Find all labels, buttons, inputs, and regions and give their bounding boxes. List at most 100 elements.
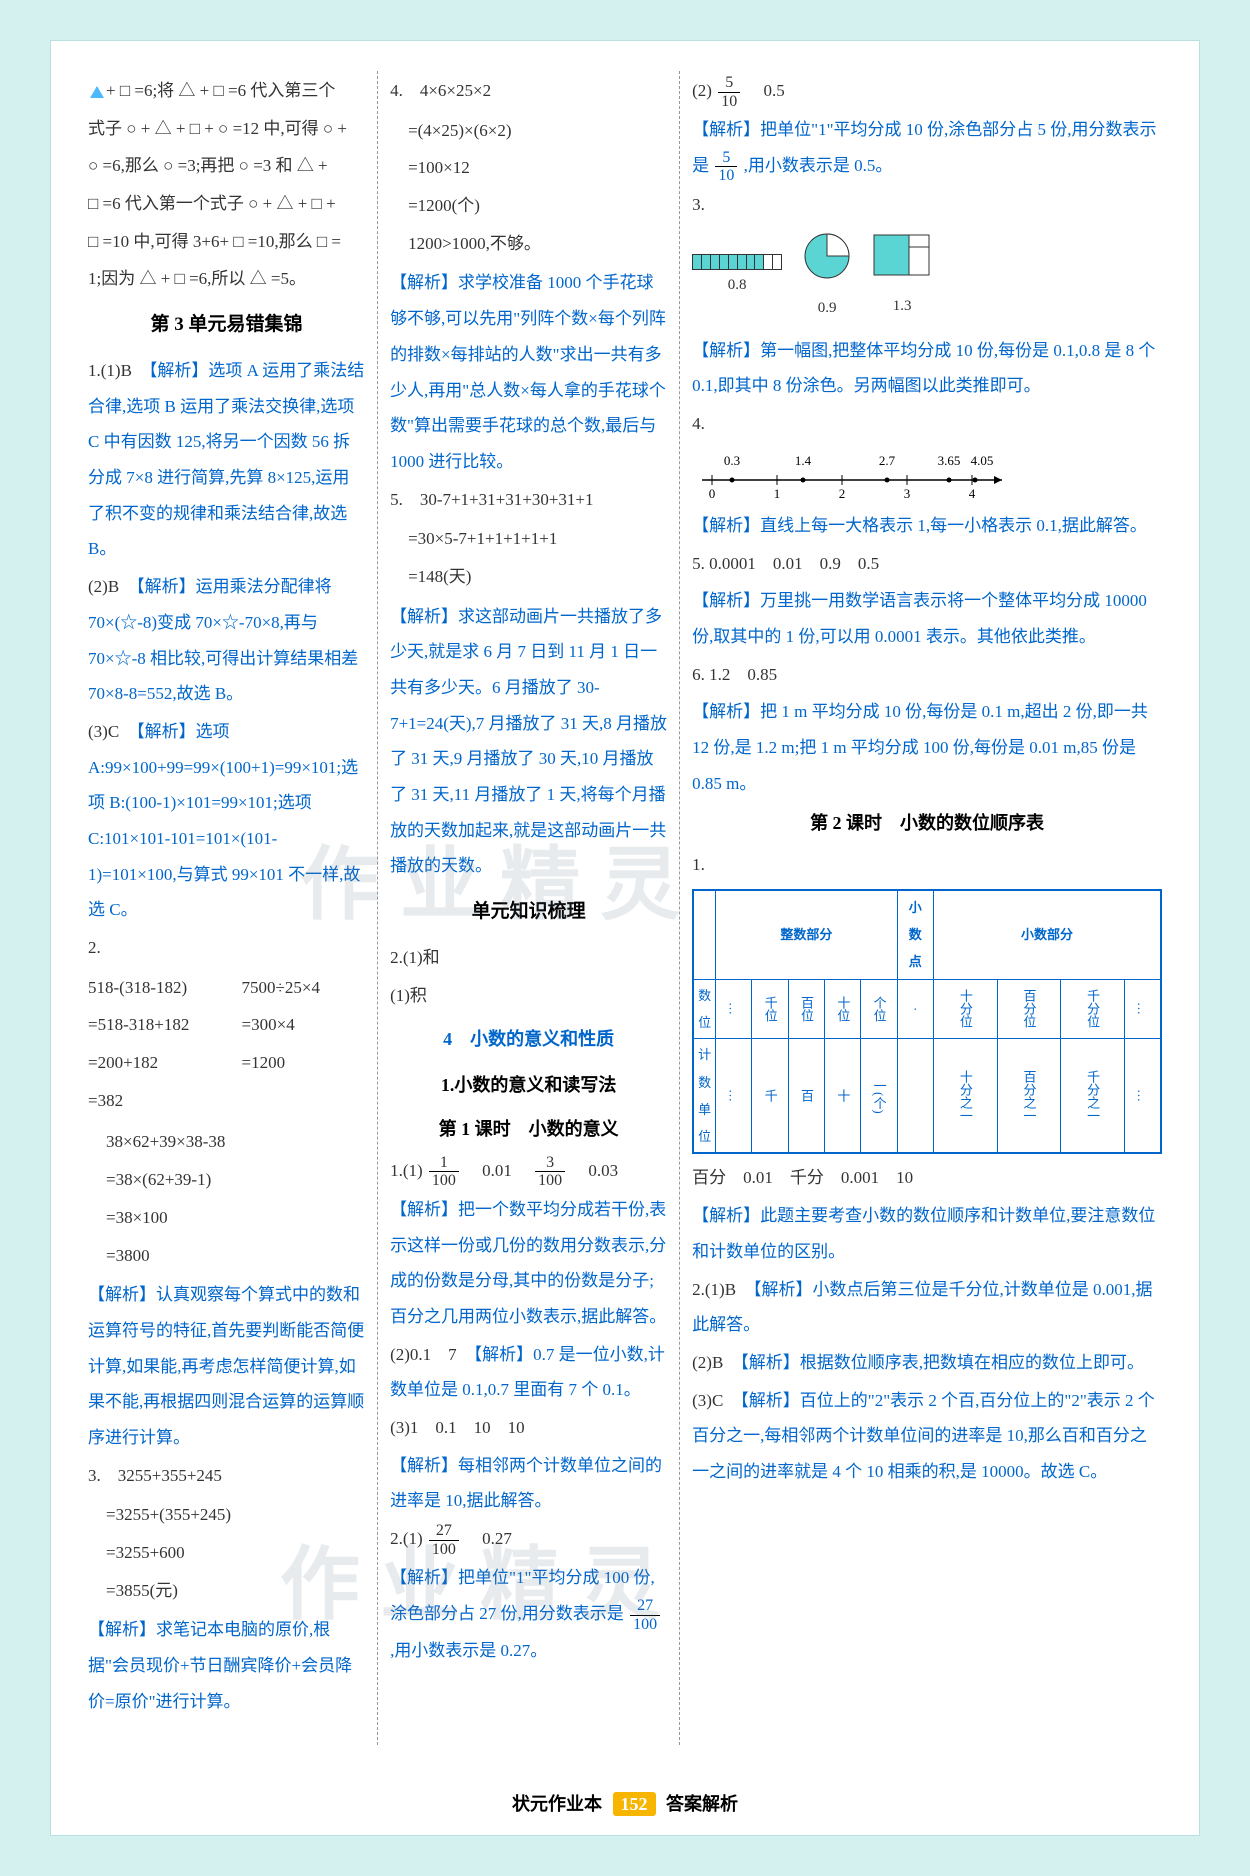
calc-line: 7500÷25×4 [242, 970, 366, 1006]
calc-line: =200+182 [88, 1045, 212, 1081]
footer-left: 状元作业本 [512, 1794, 602, 1814]
svg-text:0: 0 [709, 486, 716, 500]
calc-line: =1200 [242, 1045, 366, 1081]
column-3: (2) 510 0.5 【解析】把单位"1"平均分成 10 份,涂色部分占 5 … [680, 71, 1174, 1745]
q2-calculations: 518-(318-182) =518-318+182 =200+182 =382… [88, 968, 365, 1121]
calc-line: =148(天) [408, 559, 667, 595]
shapes-expr-1: + □ =6;将 △ + □ =6 代入第三个 [88, 73, 365, 109]
q4-label: 4. [692, 406, 1162, 442]
fraction: 510 [715, 149, 737, 185]
svg-text:2: 2 [839, 486, 846, 500]
q6-analysis: 【解析】把 1 m 平均分成 10 份,每份是 0.1 m,超出 2 份,即一共… [692, 694, 1162, 801]
footer-right: 答案解析 [666, 1794, 738, 1814]
q1-3-analysis: 【解析】选项 A:99×100+99=99×(100+1)=99×101;选项 … [88, 722, 360, 919]
figure-rect: 1.3 [872, 233, 932, 322]
page-number: 152 [613, 1792, 656, 1816]
table-empty [693, 890, 716, 979]
table-row: 计数单位 … 千 百 十 一(个) 十分之一 百分之一 千分之一 … [693, 1039, 1161, 1154]
rect-icon [872, 233, 932, 278]
l2-q1-label: 1. [692, 847, 1162, 883]
q5-analysis: 【解析】万里挑一用数学语言表示将一个整体平均分成 10000 份,取其中的 1 … [692, 583, 1162, 654]
q3-label: 3. 3255+355+245 [88, 1458, 365, 1494]
q4-calc: =(4×25)×(6×2) =100×12 =1200(个) 1200>1000… [390, 113, 667, 262]
page-container: + □ =6;将 △ + □ =6 代入第三个 式子 ○ + △ + □ + ○… [50, 40, 1200, 1836]
q4-analysis: 【解析】求学校准备 1000 个手花球够不够,可以先用"列阵个数×每个列阵的排数… [390, 265, 667, 479]
l2-q2-1-analysis: 【解析】小数点后第三位是千分位,计数单位是 0.001,据此解答。 [692, 1280, 1152, 1335]
shapes-expr-4: □ =6 代入第一个式子 ○ + △ + □ + [88, 186, 365, 222]
q2-2: (2) 510 0.5 [692, 73, 1162, 110]
figure-label: 0.8 [692, 270, 782, 302]
calc-line: 38×62+39×38-38 [106, 1124, 365, 1160]
l2-q2-2-analysis: 【解析】根据数位顺序表,把数填在相应的数位上即可。 [740, 1353, 1144, 1372]
l1-q1: 1.(1) 1100 0.01 3100 0.03 [390, 1153, 667, 1190]
calc-line: =300×4 [242, 1007, 366, 1043]
figure-label: 0.9 [802, 293, 852, 325]
place-value-table: 整数部分 小数点 小数部分 数位 … 千位 百位 十位 个位 · 十分位 百分位… [692, 889, 1162, 1155]
q1-1-analysis: 【解析】选项 A 运用了乘法结合律,选项 B 运用了乘法交换律,选项 C 中有因… [88, 361, 364, 558]
calc-line: =(4×25)×(6×2) [408, 113, 667, 149]
q4-analysis: 【解析】直线上每一大格表示 1,每一小格表示 0.1,据此解答。 [692, 508, 1162, 544]
svg-text:4.05: 4.05 [971, 453, 994, 468]
shapes-expr-5: □ =10 中,可得 3+6+ □ =10,那么 □ = [88, 224, 365, 260]
calc-line: 518-(318-182) [88, 970, 212, 1006]
triangle-icon [90, 86, 104, 98]
figure-pie: 0.9 [802, 231, 852, 325]
number-line-svg: 0 1 2 3 4 0.3 1.4 2.7 3.65 4.05 [692, 450, 1012, 500]
calc-line: =30×5-7+1+1+1+1+1 [408, 521, 667, 557]
l2-q2-3: (3)C 【解析】百位上的"2"表示 2 个百,百分位上的"2"表示 2 个百分… [692, 1383, 1162, 1490]
calc-line: =1200(个) [408, 188, 667, 224]
fraction: 3100 [535, 1154, 565, 1190]
unit3-title: 第 3 单元易错集锦 [88, 305, 365, 345]
content-three-columns: + □ =6;将 △ + □ =6 代入第三个 式子 ○ + △ + □ + ○… [76, 71, 1174, 1745]
calc-line: 1200>1000,不够。 [408, 226, 667, 262]
table-header-point: 小数点 [897, 890, 933, 979]
l1-q1-analysis: 【解析】把一个数平均分成若干份,表示这样一份或几份的数用分数表示,分成的份数是分… [390, 1192, 667, 1335]
fraction: 1100 [429, 1154, 459, 1190]
q5-label: 5. 30-7+1+31+31+30+31+1 [390, 482, 667, 518]
q5: 5. 0.0001 0.01 0.9 0.5 [692, 546, 1162, 582]
fraction: 27100 [429, 1522, 459, 1558]
value-text: 0.03 [571, 1161, 618, 1180]
column-2: 4. 4×6×25×2 =(4×25)×(6×2) =100×12 =1200(… [378, 71, 679, 1745]
table-header-int: 整数部分 [716, 890, 897, 979]
q5-calc: =30×5-7+1+1+1+1+1 =148(天) [390, 521, 667, 594]
q3-analysis: 【解析】求笔记本电脑的原价,根据"会员现价+节日酬宾降价+会员降价=原价"进行计… [88, 1612, 365, 1719]
l1-q3: (3)1 0.1 10 10 [390, 1410, 667, 1446]
figure-row: 0.8 0.9 1.3 [692, 231, 1162, 325]
fraction: 27100 [630, 1597, 660, 1633]
svg-text:1.4: 1.4 [795, 453, 812, 468]
svg-text:3.65: 3.65 [938, 453, 961, 468]
l2-q2-3-analysis: 【解析】百位上的"2"表示 2 个百,百分位上的"2"表示 2 个百分之一,每相… [692, 1391, 1155, 1481]
q2-calc3: 38×62+39×38-38 =38×(62+39-1) =38×100 =38… [88, 1124, 365, 1273]
q1-2-analysis: 【解析】运用乘法分配律将 70×(☆-8)变成 70×☆-70×8,再与 70×… [88, 577, 358, 703]
calc-line: =518-318+182 [88, 1007, 212, 1043]
calc-line: =100×12 [408, 150, 667, 186]
l2-q2-1: 2.(1)B 【解析】小数点后第三位是千分位,计数单位是 0.001,据此解答。 [692, 1272, 1162, 1343]
fraction: 510 [718, 74, 740, 110]
page-footer: 状元作业本 152 答案解析 [0, 1790, 1250, 1816]
calc-line: =3255+600 [106, 1535, 365, 1571]
l2-q1: 2.(1) 27100 0.27 [390, 1521, 667, 1558]
q5-analysis: 【解析】求这部动画片一共播放了多少天,就是求 6 月 7 日到 11 月 1 日… [390, 599, 667, 885]
unit-knowledge-title: 单元知识梳理 [390, 892, 667, 932]
figure-bar: 0.8 [692, 254, 782, 302]
svg-text:3: 3 [904, 486, 911, 500]
lesson1-title: 第 1 课时 小数的意义 [390, 1111, 667, 1149]
q2-label: 2. [88, 930, 365, 966]
table-header-dec: 小数部分 [933, 890, 1161, 979]
section1-title: 1.小数的意义和读写法 [390, 1067, 667, 1105]
value-text: 0.01 [465, 1161, 529, 1180]
k2-1: 2.(1)和 [390, 940, 667, 976]
l2-q2-2: (2)B 【解析】根据数位顺序表,把数填在相应的数位上即可。 [692, 1345, 1162, 1381]
q3-analysis: 【解析】第一幅图,把整体平均分成 10 份,每份是 0.1,0.8 是 8 个 … [692, 333, 1162, 404]
number-line: 0 1 2 3 4 0.3 1.4 2.7 3.65 4.05 [692, 450, 1162, 500]
shapes-expr-3: ○ =6,那么 ○ =3;再把 ○ =3 和 △ + [88, 148, 365, 184]
l1-q3-analysis: 【解析】每相邻两个计数单位之间的进率是 10,据此解答。 [390, 1448, 667, 1519]
calc-line: =38×100 [106, 1200, 365, 1236]
shapes-expr-6: 1;因为 △ + □ =6,所以 △ =5。 [88, 261, 365, 297]
q1-2: (2)B 【解析】运用乘法分配律将 70×(☆-8)变成 70×☆-70×8,再… [88, 569, 365, 712]
q1-3: (3)C 【解析】选项 A:99×100+99=99×(100+1)=99×10… [88, 714, 365, 928]
chapter4-title: 4 小数的意义和性质 [390, 1021, 667, 1059]
k2-2: (1)积 [390, 978, 667, 1014]
pie-icon [802, 231, 852, 281]
